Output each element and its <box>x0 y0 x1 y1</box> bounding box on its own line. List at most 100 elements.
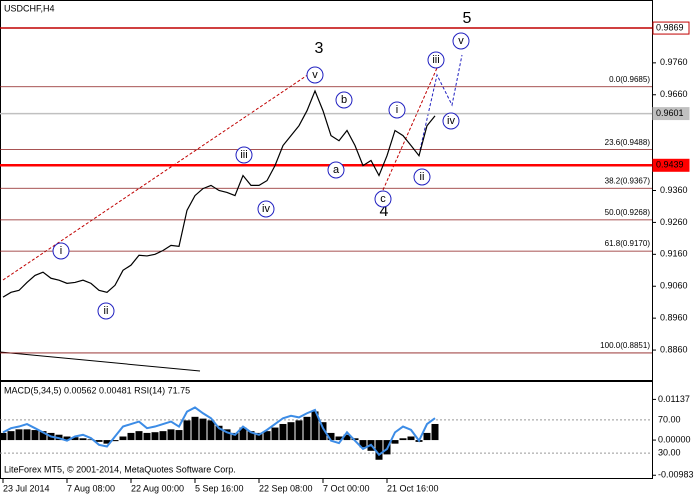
y-tick-label: 0.8860 <box>660 344 688 354</box>
wave-circle <box>327 161 345 179</box>
macd-bar <box>159 431 167 441</box>
wave-circle <box>97 302 115 320</box>
macd-bar <box>87 439 95 441</box>
wave-label: v <box>458 35 464 47</box>
macd-bar <box>271 427 279 441</box>
main-panel <box>0 0 653 381</box>
macd-bar <box>119 436 127 441</box>
macd-bar <box>303 416 311 441</box>
macd-bar <box>223 429 231 441</box>
macd-bar <box>311 411 319 441</box>
wave-label: 5 <box>463 10 472 27</box>
y-tick-label: 0.9260 <box>660 217 688 227</box>
y-tick-label: 0.9760 <box>660 57 688 67</box>
macd-bar <box>263 431 271 441</box>
rsi-line <box>2 406 436 457</box>
wave-label: iv <box>262 203 270 215</box>
x-tick-label: 22 Sep 08:00 <box>259 483 313 493</box>
macd-bar <box>239 427 247 441</box>
wave-label: ii <box>420 171 425 183</box>
macd-bar <box>407 436 415 441</box>
y2-tick-label: 30.00 <box>658 447 681 457</box>
wave-circle <box>442 112 460 130</box>
macd-bar <box>391 440 399 444</box>
wave-circle <box>306 66 324 84</box>
y-tick-label: 0.8960 <box>660 313 688 323</box>
macd-bar <box>31 430 39 441</box>
y-tick-label: 0.9160 <box>660 249 688 259</box>
macd-bar <box>351 438 359 441</box>
macd-bar <box>175 430 183 441</box>
macd-bar <box>207 420 215 441</box>
level-tag <box>652 158 690 172</box>
macd-bar <box>95 440 103 442</box>
x-tick-label: 22 Aug 00:00 <box>131 483 184 493</box>
level-label: 0.9869 <box>656 22 684 32</box>
macd-bar <box>7 431 15 441</box>
macd-bar <box>167 429 175 441</box>
wave-label: iv <box>447 115 455 127</box>
wave-label: i <box>60 245 62 257</box>
macd-bar <box>327 432 335 441</box>
macd-bar <box>423 432 431 441</box>
macd-bar <box>215 425 223 441</box>
indicator-panel <box>0 381 653 479</box>
macd-bar <box>335 436 343 441</box>
level-tag <box>652 107 690 121</box>
macd-bar <box>39 431 47 441</box>
level-tag <box>652 21 690 35</box>
macd-bar <box>295 420 303 441</box>
y-tick-label: 0.9060 <box>660 281 688 291</box>
macd-bar <box>319 422 327 441</box>
x-tick-label: 5 Sep 16:00 <box>195 483 244 493</box>
wave-label: iii <box>432 54 439 66</box>
wave-circle <box>52 242 70 260</box>
macd-bar <box>183 420 191 441</box>
wave-label: ii <box>104 305 109 317</box>
x-tick-label: 21 Oct 16:00 <box>387 483 439 493</box>
macd-bar <box>111 440 119 442</box>
macd-bar <box>79 438 87 441</box>
wave-circle <box>427 51 445 69</box>
macd-bar <box>15 429 23 441</box>
y-tick-label: 0.00000 <box>658 434 691 444</box>
macd-bar <box>231 432 239 441</box>
wave-projection <box>2 69 316 281</box>
indicator-label: MACD(5,34,5) 0.00562 0.00481 RSI(14) 71.… <box>4 385 190 395</box>
macd-bar <box>359 440 367 448</box>
macd-bar <box>191 416 199 441</box>
macd-bar <box>0 432 7 441</box>
wave-projection <box>382 67 438 191</box>
wave-label: i <box>396 104 398 116</box>
y-tick-label: -0.00983 <box>658 470 694 480</box>
macd-bar <box>255 432 263 441</box>
y-tick-label: 0.9360 <box>660 185 688 195</box>
x-tick-label: 23 Jul 2014 <box>3 483 50 493</box>
macd-bar <box>103 440 111 444</box>
macd-bar <box>247 431 255 441</box>
wave-label: iii <box>240 149 247 161</box>
wave-circle <box>374 190 392 208</box>
fib-label: 38.2(0.9367) <box>605 176 651 185</box>
wave-circle <box>335 91 353 109</box>
macd-bar <box>23 429 31 441</box>
wave-label: b <box>341 94 347 106</box>
macd-bar <box>135 431 143 441</box>
macd-bar <box>399 438 407 441</box>
x-tick-label: 7 Oct 00:00 <box>323 483 370 493</box>
macd-bar <box>63 436 71 441</box>
macd-bar <box>375 440 383 460</box>
copyright: LiteForex MT5, © 2001-2014, MetaQuotes S… <box>4 464 236 474</box>
y-tick-label: 0.01137 <box>658 394 690 404</box>
wave-label: 3 <box>315 40 324 57</box>
level-label: 0.9601 <box>656 108 684 118</box>
chart-title: USDCHF,H4 <box>4 3 55 13</box>
macd-bar <box>431 423 439 441</box>
macd-bar <box>151 432 159 441</box>
wave-circle <box>235 146 253 164</box>
wave-label: 4 <box>380 203 389 220</box>
macd-bar <box>143 432 151 441</box>
fib-label: 100.0(0.8851) <box>600 341 650 350</box>
fib-label: 50.0(0.9268) <box>605 208 651 217</box>
